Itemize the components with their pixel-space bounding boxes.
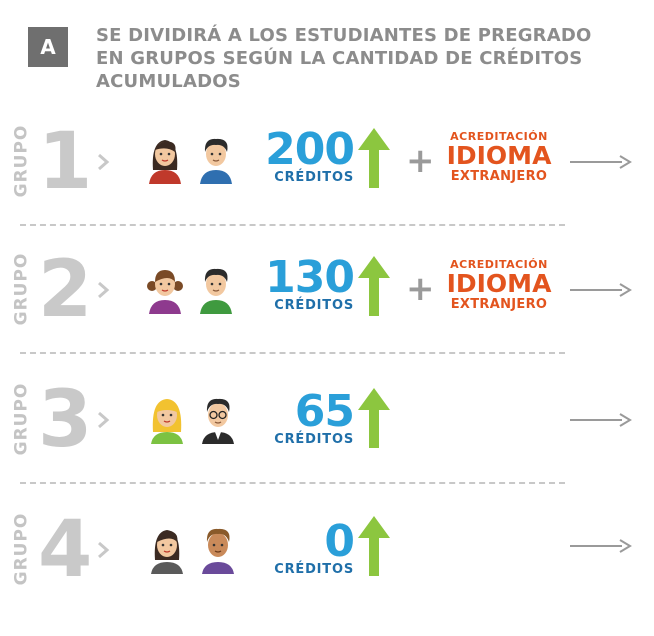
title-line-2: EN GRUPOS SEGÚN LA CANTIDAD DE CRÉDITOS	[96, 48, 583, 69]
credits-number: 0	[324, 516, 355, 567]
title-line-1: SE DIVIDIRÁ A LOS ESTUDIANTES DE PREGRAD…	[96, 25, 592, 46]
chevron-right-icon	[98, 411, 110, 429]
chevron-right-icon	[98, 153, 110, 171]
student-female-icon	[147, 270, 183, 314]
plus-sign: +	[406, 141, 435, 181]
right-arrow-icon	[570, 283, 632, 297]
credits-block: 65 CRÉDITOS	[256, 386, 355, 448]
credits-label: CRÉDITOS	[274, 298, 354, 313]
group-numeral: 4	[38, 505, 93, 595]
student-male-icon	[200, 138, 232, 184]
group-2-row: GRUPO 2 130 CRÉDITOS + ACREDITACIÓN IDIO…	[0, 232, 654, 352]
up-arrow-icon	[358, 256, 390, 316]
group-label: GRUPO	[11, 382, 32, 456]
acreditacion-idioma: ACREDITACIÓN IDIOMA EXTRANJERO	[446, 130, 552, 184]
group-label: GRUPO	[11, 124, 32, 198]
credits-block: 130 CRÉDITOS	[256, 252, 355, 314]
chevron-right-icon	[98, 541, 110, 559]
group-numeral: 3	[38, 375, 93, 465]
credits-block: 0 CRÉDITOS	[256, 516, 355, 578]
group-label: GRUPO	[11, 512, 32, 586]
section-badge: A	[28, 27, 68, 67]
group-numeral: 1	[38, 117, 93, 207]
up-arrow-icon	[358, 516, 390, 576]
student-female-icon	[149, 140, 181, 184]
credits-block: 200 CRÉDITOS	[256, 124, 355, 186]
acreditacion-idioma: ACREDITACIÓN IDIOMA EXTRANJERO	[446, 258, 552, 312]
up-arrow-icon	[358, 388, 390, 448]
group-label: GRUPO	[11, 252, 32, 326]
student-male-icon	[200, 268, 232, 314]
group-4-row: GRUPO 4 0 CRÉDITOS	[0, 492, 654, 612]
group-numeral: 2	[38, 245, 93, 335]
credits-number: 65	[294, 386, 355, 437]
group-1-row: GRUPO 1 200 CRÉDITOS + ACREDITACIÓN IDIO…	[0, 104, 654, 224]
group-divider	[20, 352, 565, 354]
credits-label: CRÉDITOS	[274, 170, 354, 185]
credits-label: CRÉDITOS	[274, 432, 354, 447]
right-arrow-icon	[570, 539, 632, 553]
right-arrow-icon	[570, 155, 632, 169]
credits-number: 130	[265, 252, 355, 303]
student-male-icon	[202, 528, 234, 574]
student-female-icon	[151, 399, 183, 444]
credits-label: CRÉDITOS	[274, 562, 354, 577]
credits-number: 200	[265, 124, 355, 175]
page-title: SE DIVIDIRÁ A LOS ESTUDIANTES DE PREGRAD…	[96, 24, 616, 93]
plus-sign: +	[406, 269, 435, 309]
chevron-right-icon	[98, 281, 110, 299]
student-male-icon	[202, 398, 234, 444]
student-female-icon	[151, 530, 183, 574]
group-divider	[20, 224, 565, 226]
group-3-row: GRUPO 3 65 CRÉDITOS	[0, 362, 654, 482]
title-line-3: ACUMULADOS	[96, 71, 241, 92]
group-divider	[20, 482, 565, 484]
right-arrow-icon	[570, 413, 632, 427]
up-arrow-icon	[358, 128, 390, 188]
